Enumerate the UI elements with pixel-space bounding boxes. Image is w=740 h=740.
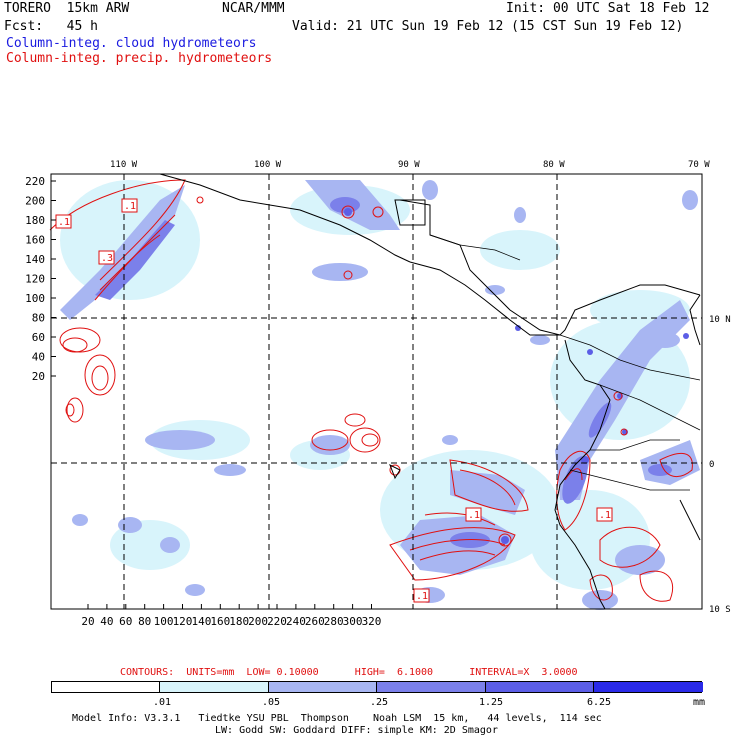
- legend-cloud-hydrometeors: Column-integ. cloud hydrometeors: [6, 36, 257, 51]
- y-tick-label: 80: [32, 312, 45, 325]
- contour-label: .1: [416, 591, 428, 602]
- lon-label: 90 W: [398, 160, 420, 170]
- lon-label: 80 W: [543, 160, 565, 170]
- colorbar-segment: [594, 682, 703, 692]
- lon-label: 100 W: [254, 160, 282, 170]
- y-tick-label: 40: [32, 351, 45, 364]
- lon-label: 70 W: [688, 160, 710, 170]
- colorbar-label: .05: [262, 697, 281, 708]
- contour-labels: .1 .1 .3 .1 .1 .1: [55, 198, 613, 603]
- axis-ticks: [51, 180, 372, 609]
- y-tick-label: 180: [25, 214, 45, 227]
- x-tick-label: 140: [191, 615, 211, 628]
- x-tick-label: 100: [154, 615, 174, 628]
- x-grid-index-labels: 20 40 60 80 100 120 140 160 180 200 220 240 260 280 30…: [81, 615, 381, 628]
- map-frame: [50, 173, 703, 610]
- cloud-hydrometeor-fields: [60, 180, 700, 610]
- longitude-labels: 110 W 100 W 90 W 80 W 70 W: [110, 160, 710, 170]
- colorbar: [51, 681, 703, 693]
- colorbar-segment: [377, 682, 486, 692]
- precip-hydrometeor-contours: [49, 179, 693, 602]
- colorbar-segment: [52, 682, 160, 692]
- contour-label: .1: [468, 510, 480, 521]
- source-label: NCAR/MMM: [222, 1, 285, 16]
- colorbar-label: .25: [370, 697, 389, 708]
- x-tick-label: 280: [324, 615, 344, 628]
- contour-label: .1: [599, 510, 611, 521]
- model-name: TORERO 15km ARW: [4, 1, 130, 16]
- lon-label: 110 W: [110, 160, 138, 170]
- x-tick-label: 220: [267, 615, 287, 628]
- x-tick-label: 60: [119, 615, 132, 628]
- contour-label: .1: [124, 201, 136, 212]
- lat-lon-grid: [51, 174, 702, 609]
- x-tick-label: 80: [138, 615, 151, 628]
- colorbar-segment: [486, 682, 594, 692]
- colorbar-label: 6.25: [587, 697, 612, 708]
- x-tick-label: 160: [210, 615, 230, 628]
- colorbar-unit: mm: [693, 697, 706, 708]
- x-tick-label: 320: [362, 615, 382, 628]
- y-tick-label: 120: [25, 273, 45, 286]
- x-tick-label: 240: [286, 615, 306, 628]
- x-tick-label: 120: [173, 615, 193, 628]
- colorbar-segment: [269, 682, 377, 692]
- contour-label: .1: [58, 217, 70, 228]
- legend-precip-hydrometeors: Column-integ. precip. hydrometeors: [6, 51, 273, 66]
- latitude-labels: 10 N 0 10 S: [709, 315, 731, 615]
- init-time: Init: 00 UTC Sat 18 Feb 12: [506, 1, 710, 16]
- colorbar-label: .01: [153, 697, 172, 708]
- y-tick-label: 100: [25, 292, 45, 305]
- x-tick-label: 260: [305, 615, 325, 628]
- forecast-hour: Fcst: 45 h: [4, 19, 98, 34]
- colorbar-segment: [160, 682, 269, 692]
- model-info: Model Info: V3.3.1 Tiedtke YSU PBL Thomp…: [72, 713, 602, 724]
- x-tick-label: 180: [229, 615, 249, 628]
- y-grid-index-labels: 220 200 180 160 140 120 100 80 60 40 20: [25, 175, 45, 383]
- country-borders: [429, 234, 701, 491]
- y-tick-label: 220: [25, 175, 45, 188]
- x-tick-label: 20: [81, 615, 94, 628]
- valid-time: Valid: 21 UTC Sun 19 Feb 12 (15 CST Sun …: [292, 19, 684, 34]
- contour-info: CONTOURS: UNITS=mm LOW= 0.10000 HIGH= 6.…: [120, 667, 578, 678]
- x-tick-label: 300: [343, 615, 363, 628]
- lat-label: 10 S: [709, 605, 731, 615]
- colorbar-label: 1.25: [479, 697, 504, 708]
- contour-label: .3: [101, 253, 113, 264]
- y-tick-label: 160: [25, 234, 45, 247]
- x-tick-label: 40: [100, 615, 113, 628]
- physics-info: LW: Godd SW: Goddard DIFF: simple KM: 2D…: [215, 725, 498, 736]
- x-tick-label: 200: [248, 615, 268, 628]
- y-tick-label: 60: [32, 331, 45, 344]
- y-tick-label: 200: [25, 195, 45, 208]
- y-tick-label: 20: [32, 370, 45, 383]
- y-tick-label: 140: [25, 253, 45, 266]
- lat-label: 0: [709, 460, 714, 470]
- lat-label: 10 N: [709, 315, 731, 325]
